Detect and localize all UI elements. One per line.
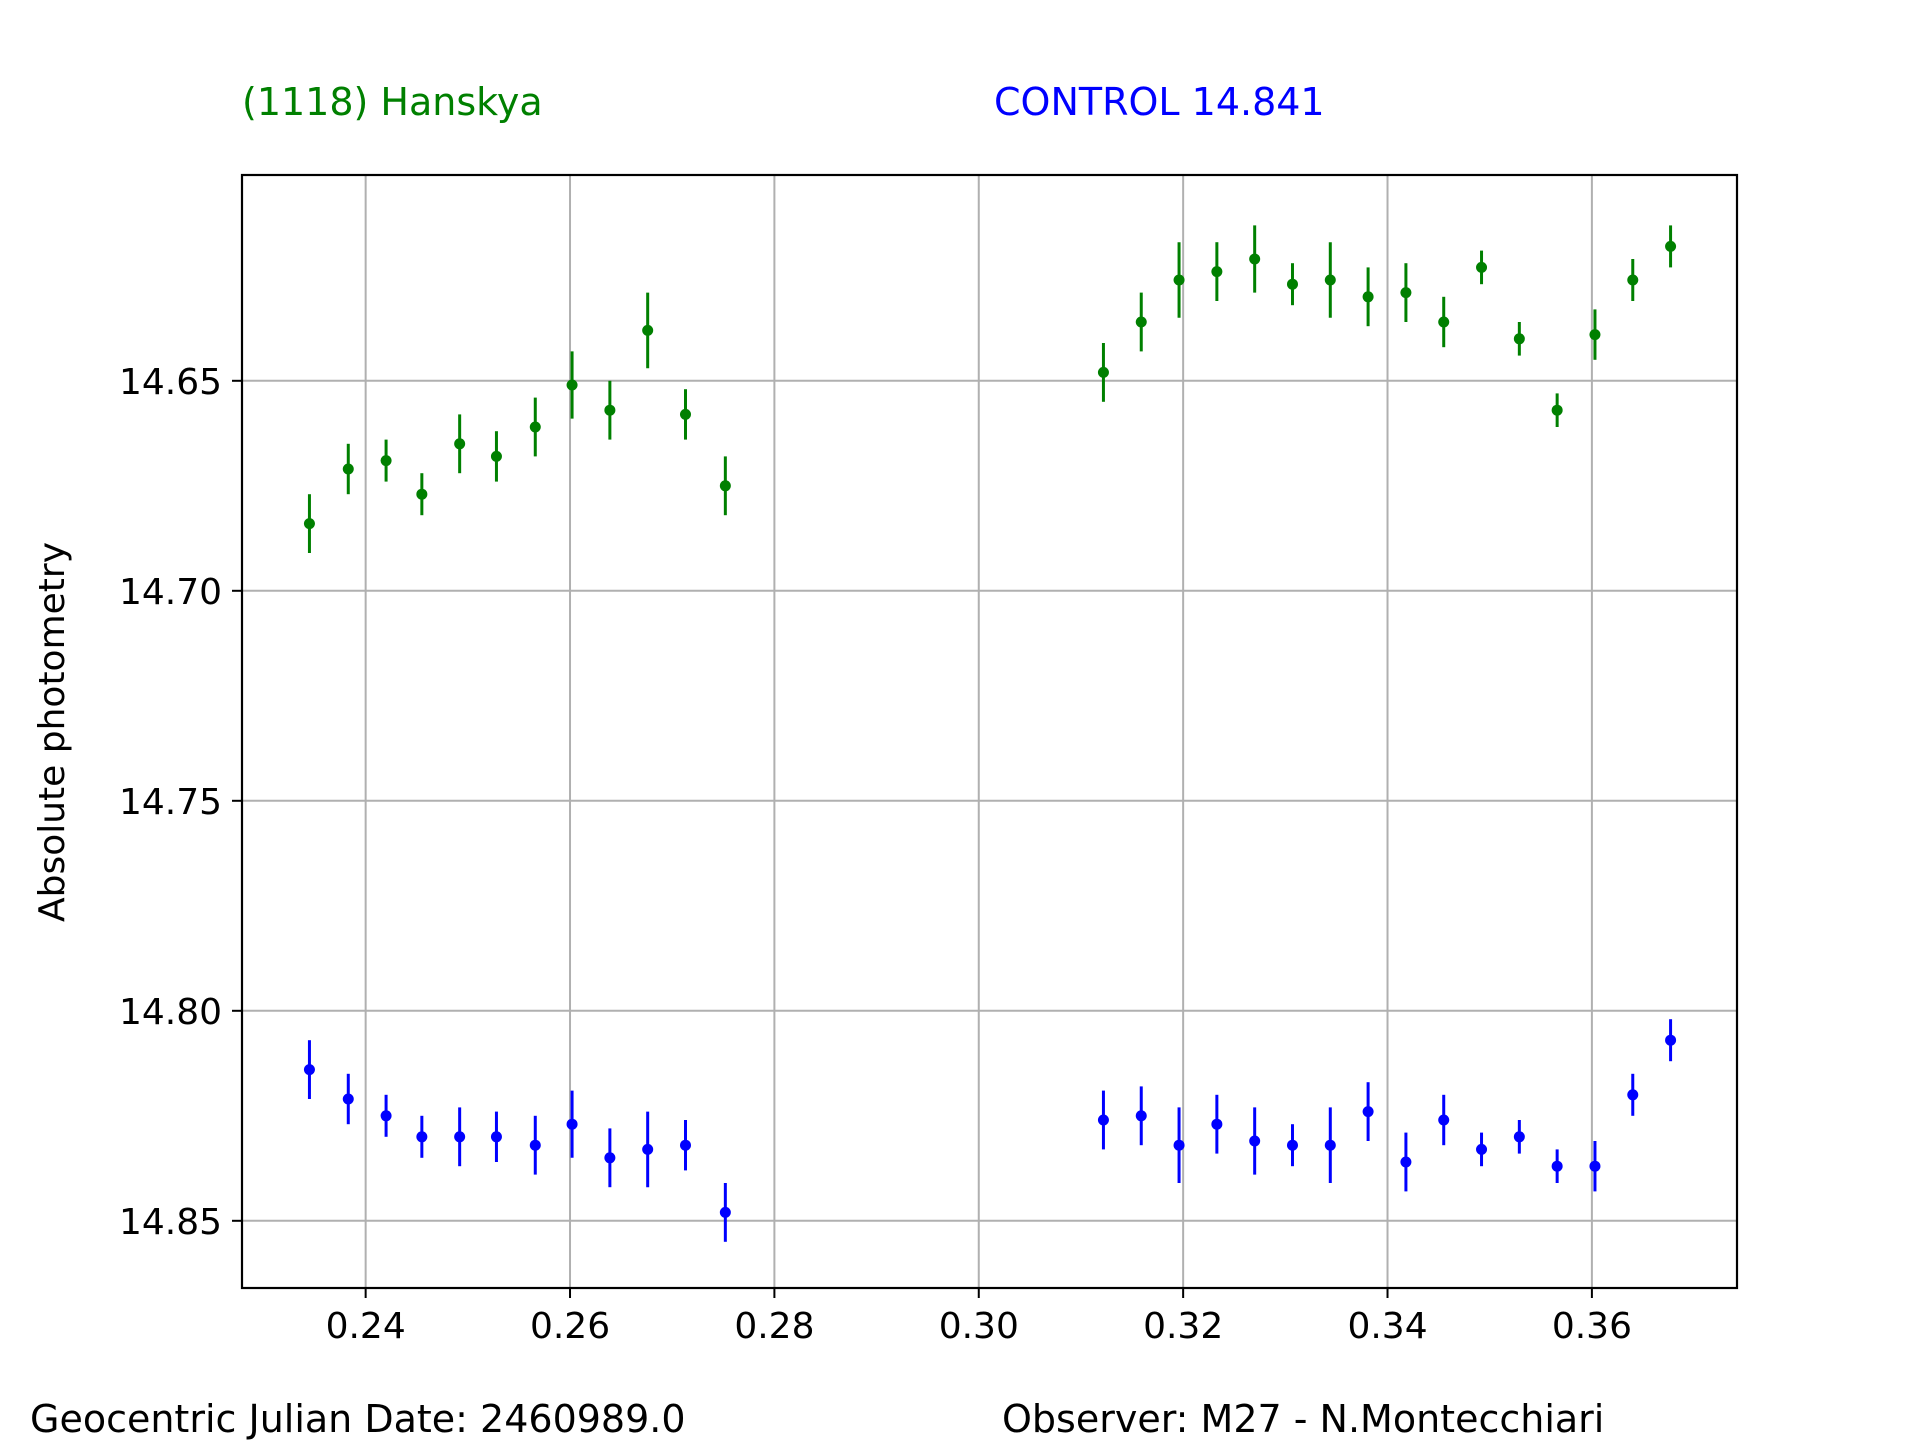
series-control bbox=[303, 1019, 1677, 1242]
data-point bbox=[490, 1131, 502, 1143]
data-point bbox=[1400, 1156, 1412, 1168]
x-tick-label: 0.32 bbox=[1143, 1306, 1223, 1347]
data-point bbox=[1513, 333, 1525, 345]
data-point bbox=[1627, 274, 1639, 286]
data-point bbox=[529, 421, 541, 433]
y-tick-label: 14.75 bbox=[119, 782, 222, 823]
data-point bbox=[1438, 1114, 1450, 1126]
data-point bbox=[604, 404, 616, 416]
data-point bbox=[679, 408, 691, 420]
data-point bbox=[1665, 240, 1677, 252]
data-point bbox=[1551, 1160, 1563, 1172]
data-point bbox=[1438, 316, 1450, 328]
data-point bbox=[1211, 1118, 1223, 1130]
x-tick-label: 0.30 bbox=[939, 1306, 1019, 1347]
control-label: CONTROL 14.841 bbox=[994, 80, 1325, 124]
data-point bbox=[1135, 316, 1147, 328]
data-point bbox=[604, 1152, 616, 1164]
data-point bbox=[342, 463, 354, 475]
y-tick-label: 14.65 bbox=[119, 362, 222, 403]
series-target bbox=[303, 225, 1677, 553]
data-point bbox=[303, 1064, 315, 1076]
x-tick-label: 0.24 bbox=[326, 1306, 406, 1347]
plot-frame bbox=[240, 173, 1739, 1290]
y-tick-label: 14.80 bbox=[119, 992, 222, 1033]
x-tick-label: 0.26 bbox=[530, 1306, 610, 1347]
data-point bbox=[1551, 404, 1563, 416]
data-point bbox=[1173, 1139, 1185, 1151]
data-point bbox=[1211, 266, 1223, 278]
data-point bbox=[1476, 1143, 1488, 1155]
grid-lines bbox=[242, 175, 1737, 1288]
data-point bbox=[1324, 1139, 1336, 1151]
x-tick-label: 0.28 bbox=[734, 1306, 814, 1347]
data-point bbox=[529, 1139, 541, 1151]
data-point bbox=[1400, 287, 1412, 299]
data-point bbox=[342, 1093, 354, 1105]
data-point bbox=[679, 1139, 691, 1151]
x-axis-ticks: 0.24 0.26 0.28 0.30 0.32 0.34 0.36 bbox=[326, 1288, 1632, 1347]
data-point bbox=[1286, 278, 1298, 290]
data-point bbox=[1249, 1135, 1261, 1147]
data-point bbox=[719, 1206, 731, 1218]
y-tick-label: 14.70 bbox=[119, 572, 222, 613]
data-point bbox=[454, 1131, 466, 1143]
data-point bbox=[1097, 366, 1109, 378]
data-point bbox=[1627, 1089, 1639, 1101]
data-point bbox=[1135, 1110, 1147, 1122]
data-point bbox=[1476, 261, 1488, 273]
data-point bbox=[1249, 253, 1261, 265]
data-point bbox=[490, 450, 502, 462]
data-point bbox=[416, 1131, 428, 1143]
data-point bbox=[1589, 1160, 1601, 1172]
y-tick-label: 14.85 bbox=[119, 1202, 222, 1243]
data-point bbox=[1097, 1114, 1109, 1126]
observer-label: Observer: M27 - N.Montecchiari bbox=[1002, 1397, 1604, 1440]
data-point bbox=[1665, 1034, 1677, 1046]
data-point bbox=[1324, 274, 1336, 286]
x-tick-label: 0.36 bbox=[1552, 1306, 1632, 1347]
data-series bbox=[303, 225, 1677, 1242]
data-point bbox=[1286, 1139, 1298, 1151]
data-point bbox=[416, 488, 428, 500]
data-point bbox=[566, 379, 578, 391]
data-point bbox=[454, 438, 466, 450]
data-point bbox=[642, 1143, 654, 1155]
data-point bbox=[1173, 274, 1185, 286]
data-point bbox=[642, 324, 654, 336]
data-point bbox=[566, 1118, 578, 1130]
x-tick-label: 0.34 bbox=[1347, 1306, 1427, 1347]
data-point bbox=[1362, 291, 1374, 303]
data-point bbox=[1362, 1106, 1374, 1118]
target-label: (1118) Hanskya bbox=[242, 80, 543, 124]
y-axis-ticks: 14.65 14.70 14.75 14.80 14.85 bbox=[119, 362, 242, 1243]
y-axis-label: Absolute photometry bbox=[32, 542, 73, 922]
data-point bbox=[303, 518, 315, 530]
data-point bbox=[380, 1110, 392, 1122]
data-point bbox=[1589, 329, 1601, 341]
data-point bbox=[719, 480, 731, 492]
date-label: Geocentric Julian Date: 2460989.0 bbox=[30, 1397, 686, 1440]
data-point bbox=[380, 455, 392, 467]
data-point bbox=[1513, 1131, 1525, 1143]
